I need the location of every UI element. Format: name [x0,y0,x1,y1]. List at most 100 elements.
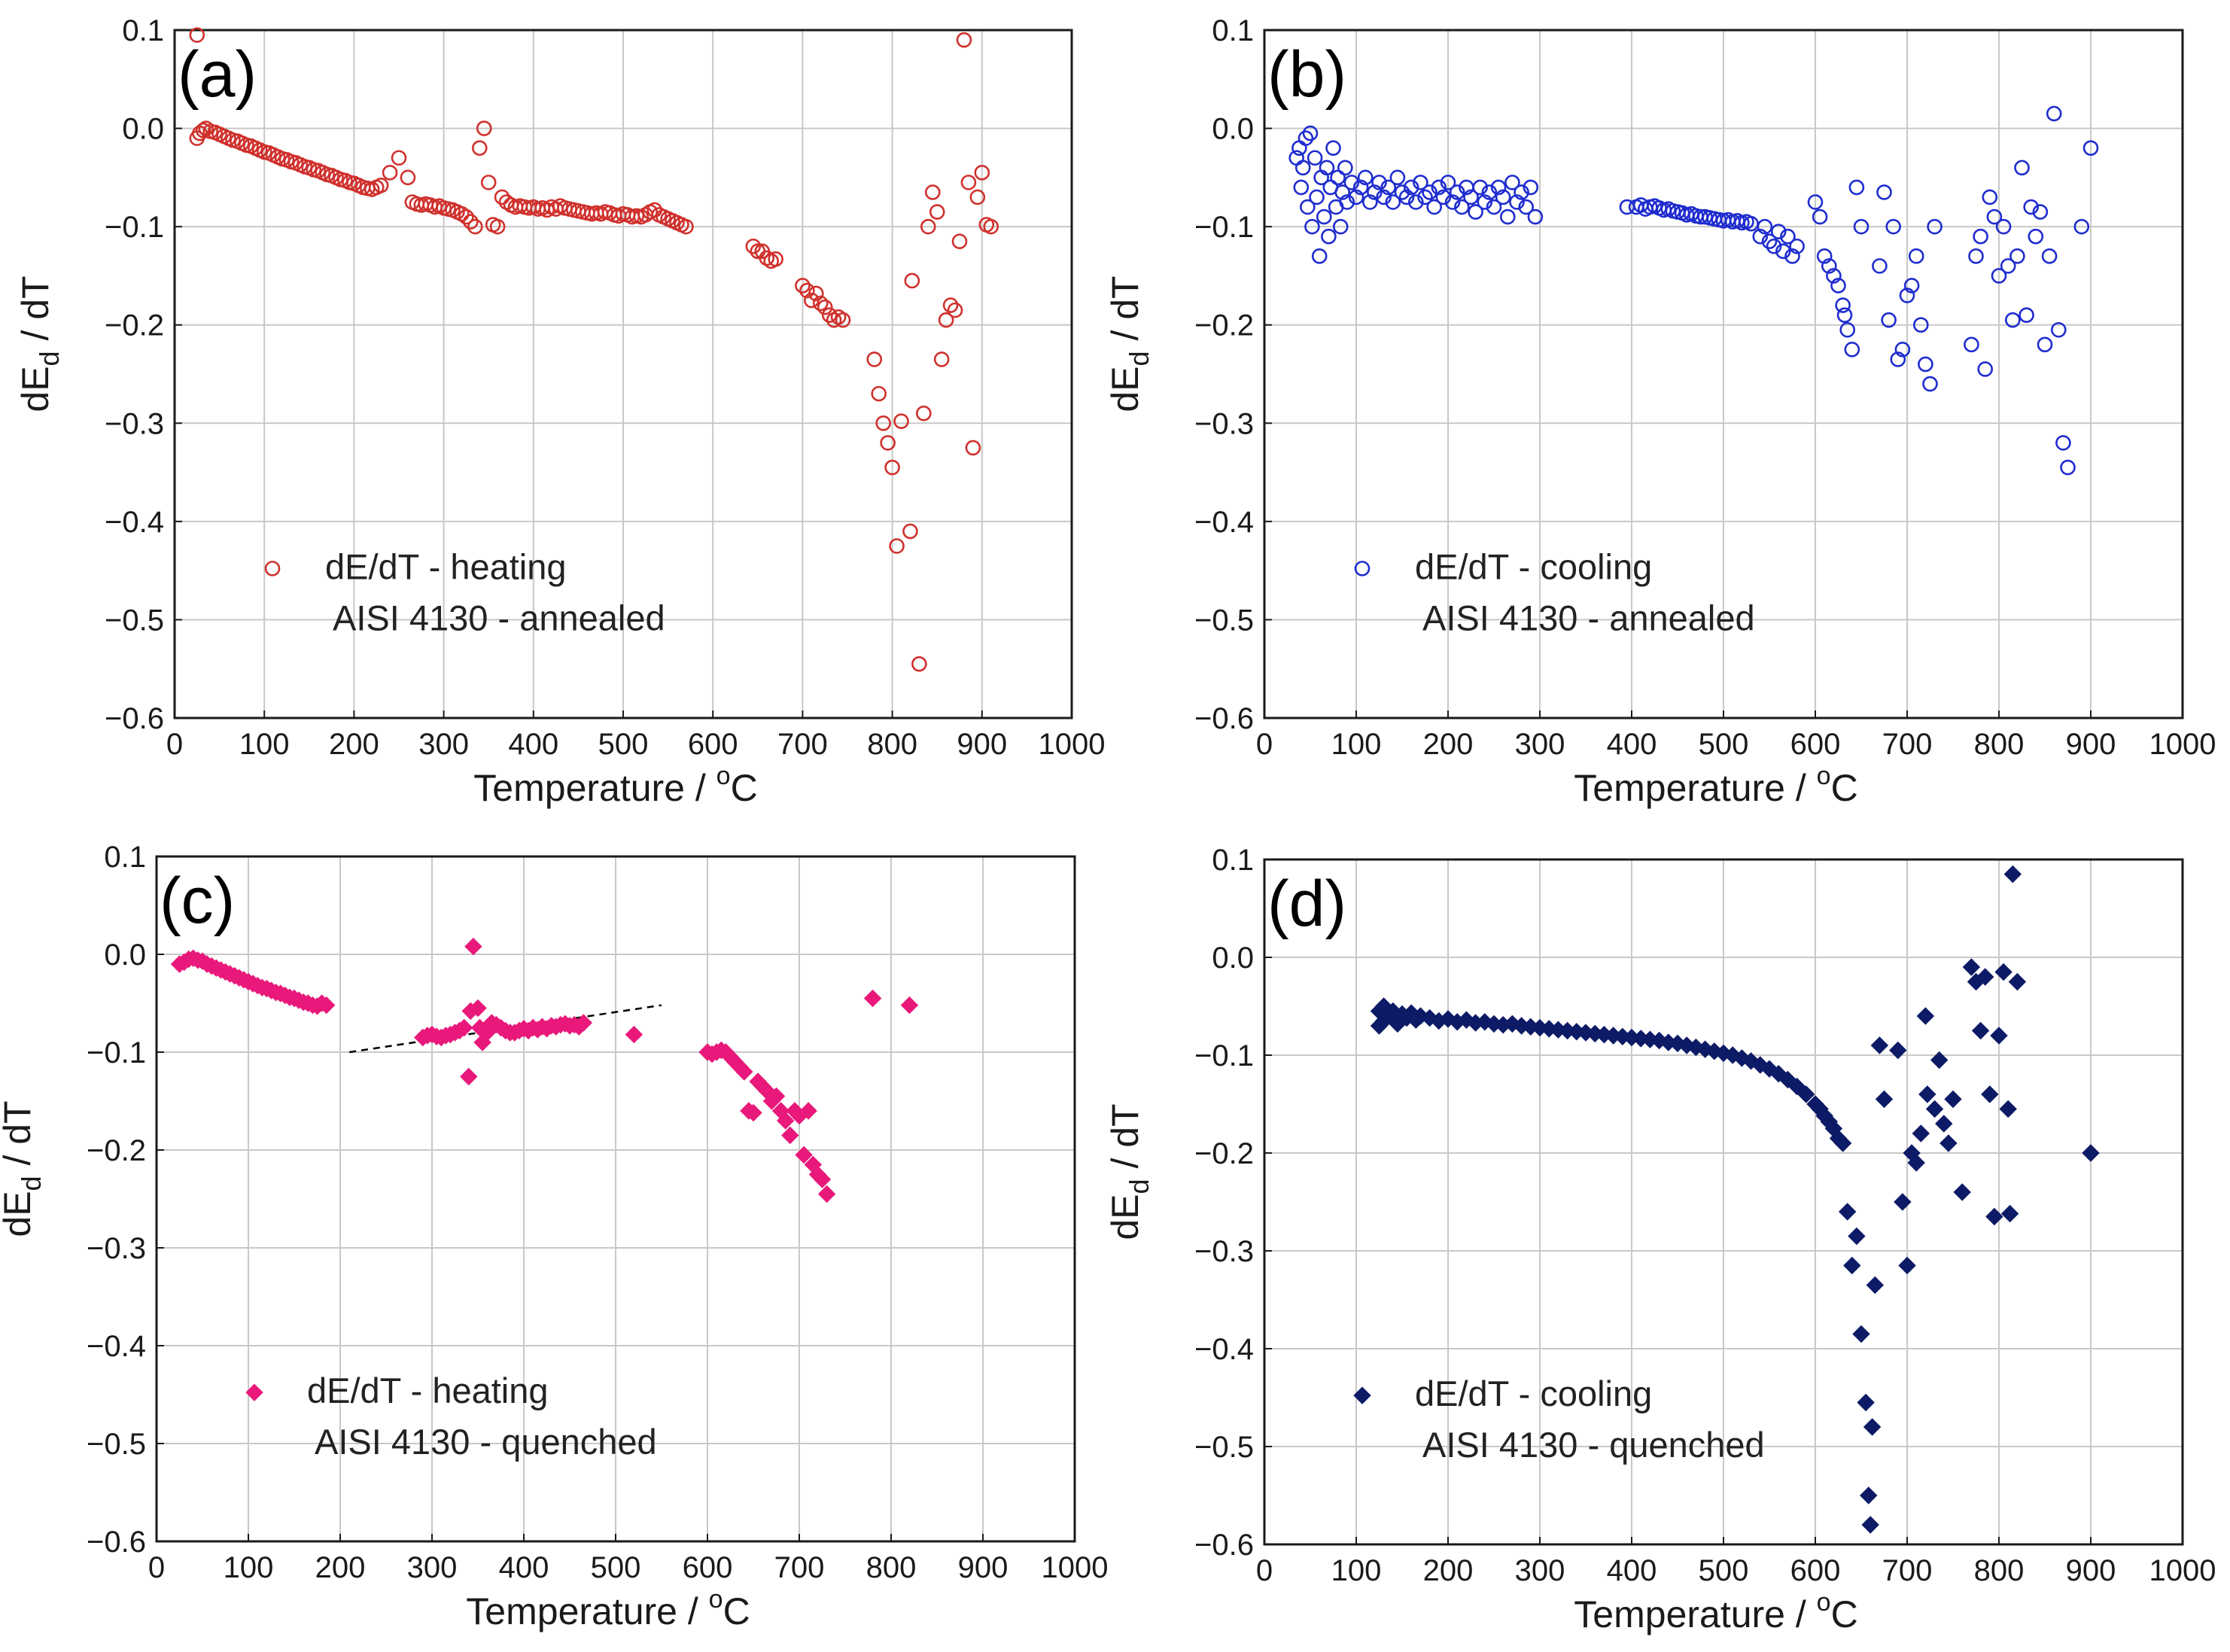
x-axis-title-sup: o [1817,1588,1831,1617]
data-point [1844,342,1860,357]
data-point [933,351,950,367]
data-point [1918,1085,1936,1103]
data-point [1757,218,1773,235]
x-tick-label: 700 [774,1551,825,1584]
data-point [1481,184,1498,200]
x-tick-label: 400 [1607,728,1657,761]
data-point [871,385,887,402]
x-tick-label: 600 [1790,1554,1841,1587]
y-tick-label: −0.5 [1194,604,1254,637]
x-axis-title-unit: C [723,1590,750,1632]
y-tick-label: 0.1 [1212,14,1254,47]
data-point [1870,1036,1889,1054]
x-tick-label: 0 [148,1551,165,1584]
data-point [1976,968,1994,986]
x-tick-label: 1000 [2149,728,2216,761]
data-point [2009,248,2025,264]
x-tick-label: 100 [239,728,290,761]
data-point [1332,218,1349,235]
data-point [1971,1021,1990,1040]
x-axis-title-unit: C [1831,767,1858,809]
data-point [1761,233,1778,250]
data-point [2082,1144,2100,1162]
data-point [1495,189,1511,205]
x-tick-label: 0 [166,728,183,761]
panel-label: (c) [160,865,235,937]
data-point [1334,184,1350,200]
data-point [911,656,927,672]
data-point [1463,189,1479,205]
data-point [817,1185,836,1203]
x-tick-label: 0 [1256,1554,1273,1587]
data-point [2051,321,2067,338]
data-point [808,285,824,302]
data-point [875,415,891,431]
data-point [317,996,336,1015]
data-point [1994,963,2012,981]
data-point [1881,312,1897,328]
data-point [781,1126,799,1145]
data-point [1380,179,1396,196]
y-tick-label: −0.4 [1194,1333,1254,1366]
data-point [817,299,833,315]
data-point [1339,194,1355,210]
y-tick-label: 0.1 [1212,844,1254,877]
data-point [735,1063,753,1081]
y-axis-title-text: dE [14,366,56,412]
data-point [1352,179,1369,196]
data-point [1477,194,1493,210]
data-point [745,238,762,254]
data-point [1857,1393,1875,1412]
legend-label: dE/dT - cooling [1415,1374,1652,1413]
data-point [1527,208,1544,225]
x-tick-label: 200 [1423,1554,1474,1587]
data-point [983,218,999,235]
legend-note: AISI 4130 - annealed [1422,598,1755,637]
data-point [1431,179,1447,196]
data-point [1898,1256,1916,1275]
x-tick-label: 100 [224,1551,274,1584]
panel-b: 0 100 200 300 400 500 600 700 800 900 1000 0.1 0.0 −0… [1104,14,2216,809]
data-point [373,178,389,193]
data-point [1449,184,1465,200]
data-point [1907,1154,1925,1172]
x-tick-label: 600 [683,1551,733,1584]
y-axis-title-sub: d [1124,351,1155,366]
x-axis-title: Temperature / oC [473,762,757,809]
data-point [1912,1124,1930,1142]
data-point [476,120,492,136]
data-point [469,999,487,1018]
data-point [1835,297,1851,313]
data-point [1316,208,1332,225]
data-point [1836,307,1853,323]
data-point [1426,199,1442,215]
data-point [1889,1041,1907,1060]
data-point [1294,160,1311,176]
y-tick-label: −0.1 [105,211,164,244]
data-point [1916,1007,1935,1025]
data-point [920,218,936,235]
data-point [1321,228,1337,245]
data-point [900,996,919,1015]
data-point [1348,189,1364,205]
data-point [400,169,416,186]
data-point [1853,218,1869,235]
data-point [382,165,398,181]
x-tick-label: 800 [1974,1554,2025,1587]
y-tick-label: −0.2 [1194,309,1254,342]
x-tick-label: 800 [1974,728,2025,761]
data-point [1325,140,1341,156]
data-point [2028,228,2044,245]
y-axis-title: dEd / dT [1104,275,1155,412]
data-point [776,1112,795,1130]
data-point [189,27,205,43]
data-point [2000,258,2016,274]
data-point [1899,288,1915,303]
legend-label: dE/dT - cooling [1415,546,1652,586]
data-point [1944,1090,1962,1109]
x-tick-label: 300 [407,1551,458,1584]
data-point [1413,175,1428,190]
panel-label: (b) [1267,38,1346,111]
data-point [391,150,407,166]
data-point [2060,459,2076,476]
